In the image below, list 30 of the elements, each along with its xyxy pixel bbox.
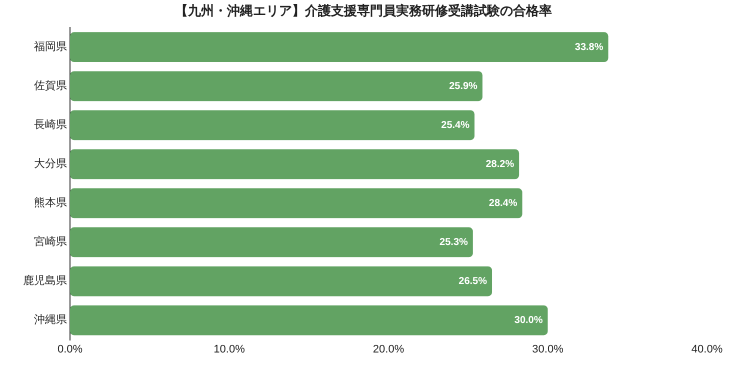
y-tick-label: 大分県 [34,157,67,170]
y-tick-label: 鹿児島県 [23,274,67,288]
x-tick-label: 0.0% [57,343,83,356]
chart-title: 【九州・沖縄エリア】介護支援専門員実務研修受講試験の合格率 [175,3,552,20]
x-tick-label: 10.0% [214,343,246,356]
x-tick-label: 20.0% [372,343,404,356]
y-tick-label: 沖縄県 [34,313,67,326]
bar [70,71,482,102]
data-label: 25.9% [449,80,478,92]
x-tick-label: 40.0% [691,343,723,356]
data-label: 30.0% [514,315,543,326]
y-tick-label: 佐賀県 [34,78,67,92]
data-label: 25.4% [441,120,470,131]
data-label: 25.3% [440,236,468,248]
y-tick-label: 福岡県 [34,40,67,53]
y-tick-label: 長崎県 [34,118,67,132]
data-label: 28.4% [488,198,518,209]
x-tick-label: 30.0% [532,343,564,356]
bar [70,32,608,62]
bar [70,149,520,180]
data-label: 28.2% [486,158,514,170]
y-tick-label: 宮崎県 [34,235,67,248]
bar [70,110,474,140]
bar [70,188,522,218]
data-label: 26.5% [458,276,488,288]
bar [70,305,548,336]
data-label: 33.8% [574,42,604,53]
bar [70,227,473,258]
bar [70,266,492,296]
y-tick-label: 熊本県 [34,196,67,210]
